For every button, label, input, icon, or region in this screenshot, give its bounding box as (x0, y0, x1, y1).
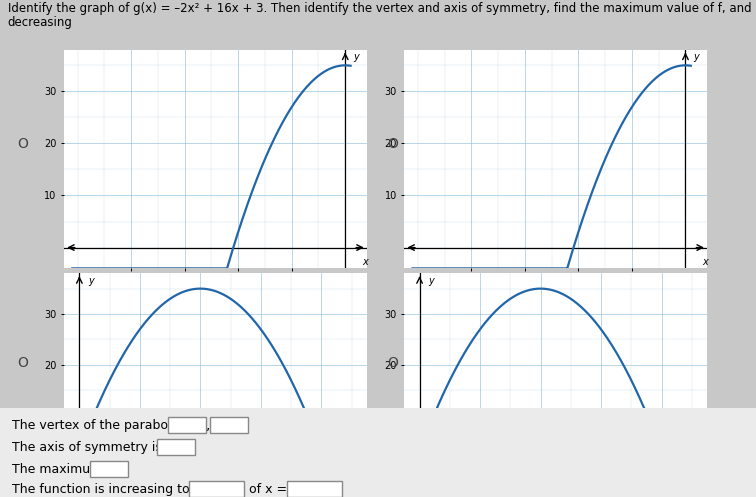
Bar (168, 417, 206, 433)
Text: O: O (17, 356, 28, 370)
Text: ▼: ▼ (232, 485, 239, 494)
Text: x: x (362, 257, 368, 267)
Text: O: O (388, 356, 398, 370)
Text: y: y (429, 276, 435, 286)
Bar (157, 439, 195, 455)
Text: decreasing: decreasing (8, 16, 73, 29)
Text: The vertex of the parabola is: The vertex of the parabola is (12, 419, 194, 432)
Bar (287, 481, 342, 497)
Text: O: O (388, 137, 398, 151)
Text: y: y (693, 52, 699, 62)
Text: x: x (702, 476, 708, 486)
Text: The function is increasing to the: The function is increasing to the (12, 483, 214, 496)
Text: ,: , (206, 418, 210, 432)
Text: x: x (702, 257, 708, 267)
Text: The axis of symmetry is x =: The axis of symmetry is x = (12, 441, 188, 454)
Bar (210, 417, 248, 433)
Bar (90, 461, 128, 477)
Text: x: x (362, 476, 368, 486)
Text: The maximum is: The maximum is (12, 463, 116, 476)
Text: ▼: ▼ (330, 485, 337, 494)
Bar (188, 481, 243, 497)
Text: of x =: of x = (249, 483, 287, 496)
Text: y: y (353, 52, 359, 62)
Text: O: O (17, 137, 28, 151)
Text: y: y (88, 276, 94, 286)
Text: Identify the graph of g(x) = –2x² + 16x + 3. Then identify the vertex and axis o: Identify the graph of g(x) = –2x² + 16x … (8, 2, 756, 15)
